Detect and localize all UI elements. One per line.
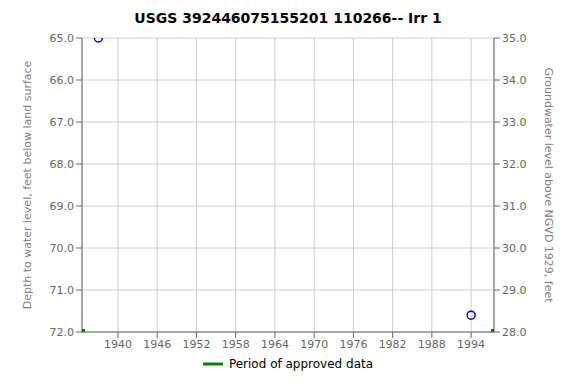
svg-text:29.0: 29.0 [502,284,527,297]
svg-text:69.0: 69.0 [50,200,75,213]
svg-text:1946: 1946 [143,338,171,351]
svg-text:1988: 1988 [418,338,446,351]
svg-text:1940: 1940 [104,338,132,351]
svg-text:Groundwater level above NGVD 1: Groundwater level above NGVD 1929, feet [542,67,555,303]
svg-text:33.0: 33.0 [502,116,527,129]
svg-text:65.0: 65.0 [50,32,75,45]
svg-text:1994: 1994 [457,338,485,351]
html-text:USGS 392446075155201 110266--: USGS 392446075155201 110266-- Irr 1 [134,10,442,26]
svg-text:30.0: 30.0 [502,242,527,255]
svg-text:1958: 1958 [222,338,250,351]
html-text:Period of approved data: Period of approved data [228,357,374,371]
svg-text:34.0: 34.0 [502,74,527,87]
svg-text:72.0: 72.0 [50,326,75,339]
svg-text:1964: 1964 [261,338,289,351]
svg-text:66.0: 66.0 [50,74,75,87]
svg-text:1970: 1970 [300,338,328,351]
svg-text:71.0: 71.0 [50,284,75,297]
svg-text:70.0: 70.0 [50,242,75,255]
svg-text:1982: 1982 [379,338,407,351]
svg-text:31.0: 31.0 [502,200,527,213]
svg-text:67.0: 67.0 [50,116,75,129]
svg-text:1976: 1976 [339,338,367,351]
svg-text:35.0: 35.0 [502,32,527,45]
svg-text:32.0: 32.0 [502,158,527,171]
svg-text:Depth to water level, feet bel: Depth to water level, feet below land su… [21,60,34,309]
svg-text:1952: 1952 [182,338,210,351]
svg-text:68.0: 68.0 [50,158,75,171]
svg-text:28.0: 28.0 [502,326,527,339]
